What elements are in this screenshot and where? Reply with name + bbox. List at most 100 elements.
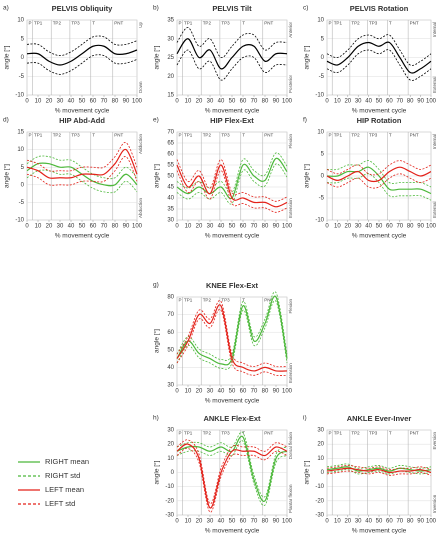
y-tick-label: -30 [165, 513, 174, 519]
x-tick-label: 30 [207, 519, 214, 525]
y-tick-label: 50 [167, 174, 174, 180]
x-tick-label: 40 [365, 99, 372, 105]
y-tick-label: -10 [15, 93, 24, 99]
direction-label: External [432, 201, 437, 218]
std-line [26, 142, 138, 172]
x-tick-label: 70 [396, 519, 403, 525]
x-tick-label: 80 [262, 99, 269, 105]
x-tick-label: 20 [46, 99, 53, 105]
direction-label: Dorsal flexion [288, 432, 293, 460]
y-tick-label: 5 [21, 165, 25, 171]
x-tick-label: 60 [240, 224, 247, 230]
y-tick-label: 65 [167, 141, 174, 147]
x-tick-label: 10 [35, 224, 42, 230]
x-tick-label: 40 [218, 224, 225, 230]
panel-label: e) [153, 117, 159, 124]
x-tick-label: 10 [334, 224, 341, 230]
y-tick-label: -5 [19, 200, 25, 206]
y-axis-label: angle [°] [3, 164, 11, 188]
x-tick-label: 80 [112, 224, 119, 230]
direction-label: Extension [288, 363, 293, 383]
y-tick-label: 80 [167, 295, 174, 301]
phase-label: TP2 [203, 21, 212, 26]
direction-label: Posterior [288, 74, 293, 93]
x-axis-label: % movement cycle [205, 108, 260, 115]
x-tick-label: 0 [175, 224, 179, 230]
x-tick-label: 50 [229, 389, 236, 395]
phase-label: P [179, 133, 182, 138]
phase-label: TP2 [351, 431, 360, 436]
y-tick-label: -10 [315, 484, 324, 490]
phase-label: T [242, 298, 245, 303]
x-tick-label: 70 [251, 224, 258, 230]
mean-line [326, 41, 432, 74]
phase-label: PNT [114, 133, 123, 138]
y-tick-label: 0 [321, 470, 325, 476]
panel-title: PELVIS Tilt [212, 4, 252, 13]
y-tick-label: 30 [167, 428, 174, 434]
phase-label: TP1 [184, 298, 193, 303]
y-axis-label: angle [°] [153, 460, 161, 484]
x-tick-label: 10 [35, 99, 42, 105]
x-tick-label: 80 [262, 519, 269, 525]
std-line [176, 447, 288, 513]
y-tick-label: -10 [165, 484, 174, 490]
y-tick-label: 30 [317, 428, 324, 434]
panel-title: HIP Abd-Add [59, 116, 105, 125]
panel-title: KNEE Flex-Ext [206, 281, 259, 290]
x-axis-label: % movement cycle [352, 233, 407, 240]
y-tick-label: 35 [167, 207, 174, 213]
mean-line [326, 166, 432, 183]
y-axis-label: angle [°] [303, 45, 311, 69]
x-tick-label: 10 [334, 99, 341, 105]
x-tick-label: 40 [365, 519, 372, 525]
x-tick-label: 70 [396, 224, 403, 230]
phase-label: TP1 [184, 21, 193, 26]
std-line [26, 54, 138, 75]
panel-label: f) [303, 117, 307, 124]
phase-label: TP3 [221, 298, 230, 303]
x-tick-label: 30 [355, 224, 362, 230]
phase-label: TP2 [351, 133, 360, 138]
x-tick-label: 70 [251, 389, 258, 395]
std-line [326, 470, 432, 476]
direction-label: Eversion [432, 432, 437, 450]
phase-label: P [329, 431, 332, 436]
legend-label: RIGHT std [45, 471, 80, 480]
x-tick-label: 100 [282, 519, 293, 525]
phase-label: T [242, 21, 245, 26]
direction-label: Internal [432, 22, 437, 37]
x-tick-label: 60 [386, 519, 393, 525]
direction-label: Inversion [432, 494, 437, 513]
phase-label: TP3 [369, 21, 378, 26]
x-tick-label: 90 [417, 224, 424, 230]
x-axis-label: % movement cycle [352, 528, 407, 535]
x-tick-label: 40 [218, 519, 225, 525]
phase-label: T [242, 133, 245, 138]
x-tick-label: 30 [207, 224, 214, 230]
direction-label: Flexion [288, 134, 293, 149]
std-line [176, 163, 288, 205]
phase-label: PNT [264, 133, 273, 138]
phase-label: TP3 [71, 21, 80, 26]
mean-line [326, 467, 432, 474]
panel-label: b) [153, 5, 159, 12]
x-axis-label: % movement cycle [205, 233, 260, 240]
mean-line [176, 164, 288, 208]
x-tick-label: 80 [407, 519, 414, 525]
x-tick-label: 40 [365, 224, 372, 230]
direction-label: Down [138, 81, 143, 93]
y-tick-label: 20 [167, 74, 174, 80]
y-tick-label: 60 [167, 152, 174, 158]
x-tick-label: 60 [90, 99, 97, 105]
x-tick-label: 80 [262, 224, 269, 230]
phase-label: P [29, 133, 32, 138]
legend-label: LEFT std [45, 499, 75, 508]
phase-label: PNT [264, 298, 273, 303]
phase-label: P [179, 298, 182, 303]
std-line [326, 173, 432, 201]
std-line [176, 440, 288, 507]
y-tick-label: 5 [21, 36, 25, 42]
y-tick-label: 10 [167, 456, 174, 462]
x-tick-label: 60 [90, 224, 97, 230]
